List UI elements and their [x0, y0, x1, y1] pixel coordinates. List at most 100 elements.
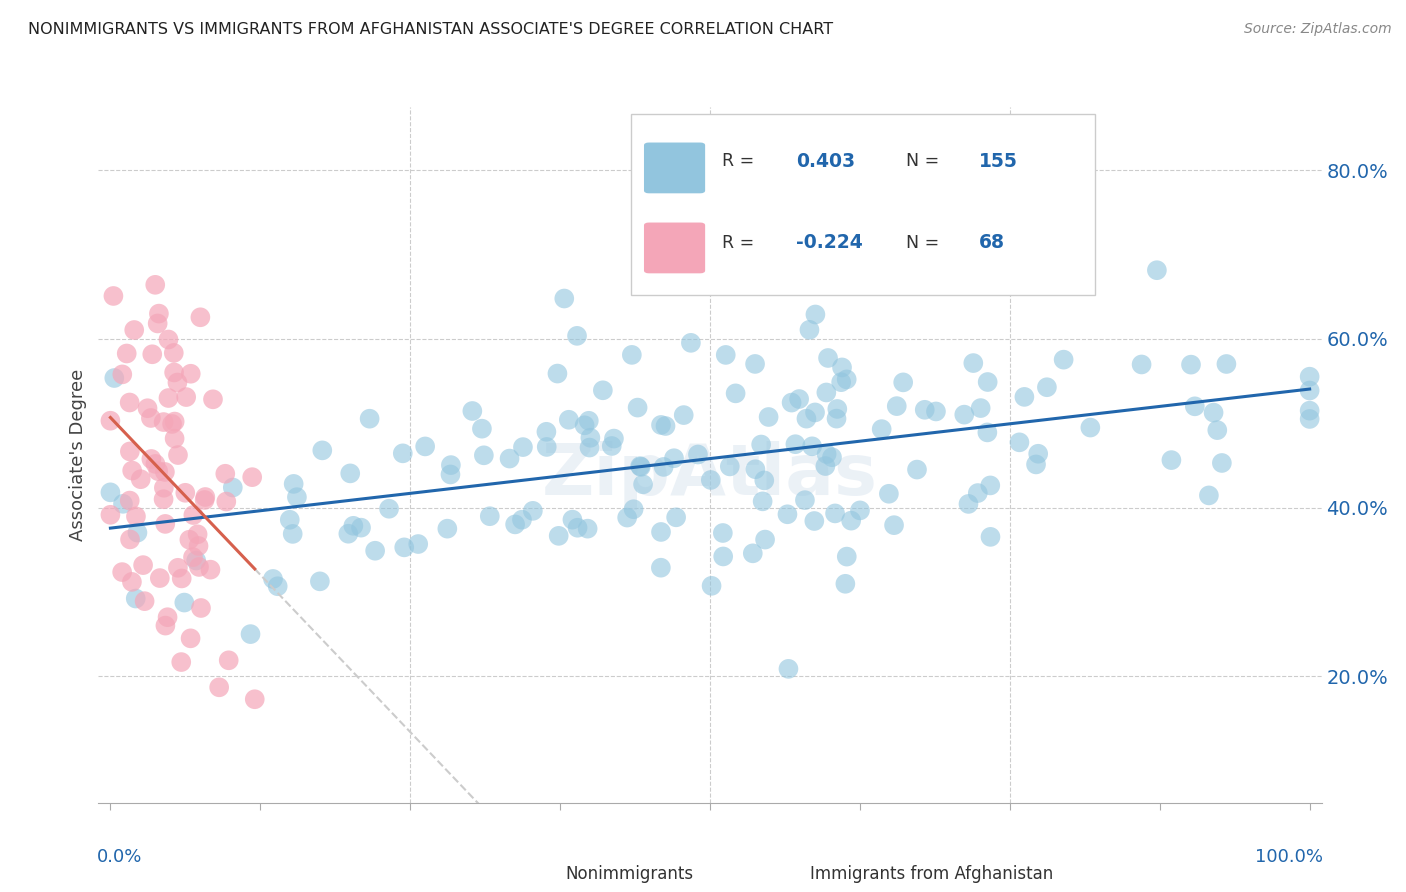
Point — [536, 425, 558, 439]
Text: N =: N = — [905, 153, 945, 170]
Point — [547, 529, 569, 543]
Point — [311, 443, 333, 458]
Point — [170, 655, 193, 669]
Point — [187, 539, 209, 553]
Point — [827, 401, 849, 416]
Point — [139, 411, 162, 425]
FancyBboxPatch shape — [505, 857, 558, 890]
Text: -0.224: -0.224 — [796, 233, 862, 252]
Point — [979, 478, 1001, 492]
Point — [1160, 453, 1182, 467]
Point — [160, 417, 183, 431]
Point — [592, 384, 614, 398]
Text: 0.0%: 0.0% — [97, 848, 142, 866]
Text: 100.0%: 100.0% — [1256, 848, 1323, 866]
Point — [650, 417, 672, 432]
Point — [578, 441, 600, 455]
Point — [1198, 488, 1220, 502]
Point — [1206, 423, 1229, 437]
Point — [877, 487, 900, 501]
Point — [574, 418, 596, 433]
Point — [364, 543, 387, 558]
Point — [157, 333, 180, 347]
Point — [1298, 412, 1320, 426]
Point — [359, 411, 381, 425]
Point — [143, 277, 166, 292]
Point — [118, 395, 141, 409]
Point — [814, 458, 837, 473]
Point — [804, 308, 827, 322]
Point — [718, 459, 741, 474]
Point — [603, 432, 626, 446]
Point — [342, 518, 364, 533]
Point — [111, 368, 134, 382]
Text: Nonimmigrants: Nonimmigrants — [565, 864, 693, 883]
Point — [186, 553, 208, 567]
Point — [100, 414, 122, 428]
FancyBboxPatch shape — [644, 222, 706, 273]
Point — [163, 346, 186, 360]
Point — [146, 317, 169, 331]
Point — [111, 565, 134, 579]
Point — [815, 385, 838, 400]
Point — [626, 401, 648, 415]
Point — [157, 391, 180, 405]
Point — [558, 413, 581, 427]
Point — [758, 409, 780, 424]
Point — [883, 518, 905, 533]
Point — [243, 692, 266, 706]
Point — [652, 459, 675, 474]
Point — [350, 521, 373, 535]
Point — [309, 574, 332, 589]
Point — [1184, 400, 1206, 414]
Point — [662, 451, 685, 466]
Point — [100, 508, 122, 522]
Point — [103, 371, 125, 385]
Point — [1180, 358, 1202, 372]
Point — [620, 348, 643, 362]
Point — [672, 408, 695, 422]
Point — [440, 458, 463, 472]
Text: R =: R = — [723, 153, 761, 170]
Point — [472, 448, 495, 462]
Point — [824, 507, 846, 521]
Point — [616, 510, 638, 524]
Point — [830, 375, 852, 389]
Point — [567, 521, 589, 535]
Point — [794, 493, 817, 508]
Point — [744, 462, 766, 476]
Point — [153, 465, 176, 479]
Point — [976, 425, 998, 440]
Point — [194, 492, 217, 507]
Point — [163, 366, 186, 380]
Text: N =: N = — [905, 234, 945, 252]
Point — [914, 402, 936, 417]
Point — [835, 372, 858, 386]
Point — [413, 439, 436, 453]
Y-axis label: Associate's Degree: Associate's Degree — [69, 368, 87, 541]
Point — [214, 467, 236, 481]
Point — [522, 504, 544, 518]
Point — [406, 537, 429, 551]
Point — [153, 481, 176, 495]
Point — [1298, 403, 1320, 417]
Point — [136, 401, 159, 416]
Point — [122, 323, 145, 337]
Point — [1026, 447, 1049, 461]
Point — [785, 437, 807, 451]
Point — [173, 596, 195, 610]
Point — [145, 457, 167, 471]
Point — [831, 360, 853, 375]
Point — [478, 509, 501, 524]
Point — [1078, 420, 1101, 434]
Point — [1202, 406, 1225, 420]
Point — [628, 459, 651, 474]
Point — [1008, 435, 1031, 450]
Point — [281, 527, 304, 541]
Point — [283, 476, 305, 491]
Point — [1130, 358, 1153, 372]
Point — [132, 558, 155, 573]
Point — [174, 390, 197, 404]
Point — [1298, 384, 1320, 398]
Point — [125, 509, 148, 524]
